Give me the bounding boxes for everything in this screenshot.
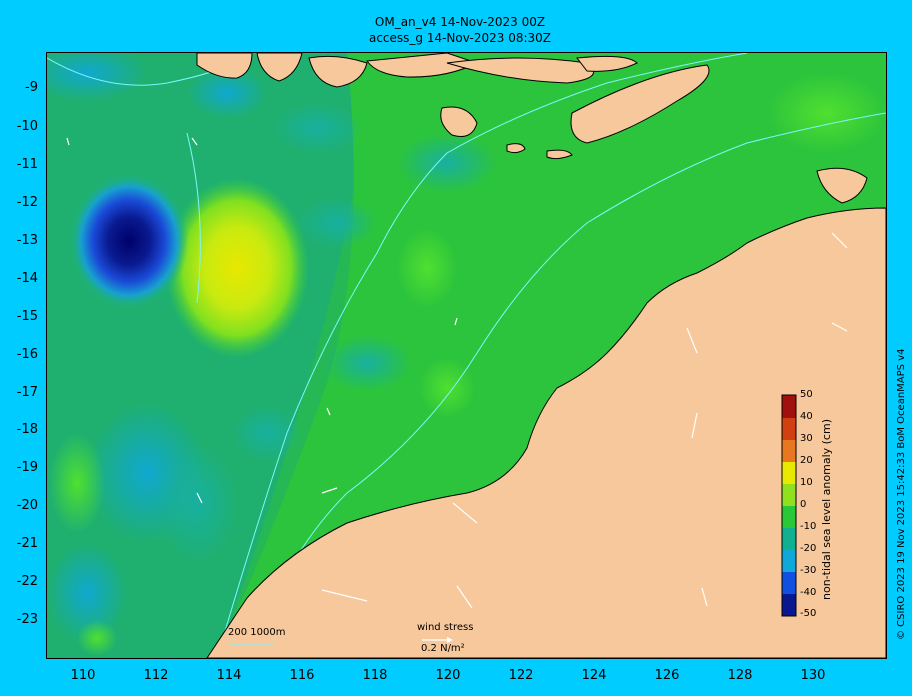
- lon-tick-label: 112: [143, 668, 169, 683]
- teal-anomaly-patch: [297, 198, 377, 248]
- lat-tick-label: -17: [16, 385, 38, 400]
- green-anomaly-patch: [419, 358, 475, 418]
- teal-anomaly-patch: [397, 133, 497, 193]
- lon-tick-label: 128: [727, 668, 753, 683]
- colorbar-tick-label: -20: [800, 543, 817, 554]
- lon-tick-label: 114: [216, 668, 242, 683]
- depth-contour-1000m: [216, 53, 748, 658]
- teal-anomaly-patch: [232, 405, 302, 461]
- colorbar-tick-label: -40: [800, 587, 817, 598]
- teal-anomaly-patch: [272, 103, 362, 153]
- lon-tick-label: 110: [70, 668, 96, 683]
- lat-tick-label: -15: [16, 309, 38, 324]
- cyan-anomaly-patch: [47, 53, 147, 101]
- colorbar-tick-label: 10: [800, 477, 813, 488]
- australia-landmass: [206, 207, 886, 658]
- colorbar-tick-label: -50: [800, 608, 817, 619]
- wind-scale-arrowhead: [447, 637, 453, 643]
- lat-tick-label: -20: [16, 498, 38, 513]
- green-anomaly-patch: [49, 433, 105, 533]
- coastal-island: [816, 167, 868, 204]
- map-plot-area: [46, 52, 887, 659]
- lat-tick-label: -22: [16, 574, 38, 589]
- map-title-line-2: access_g 14-Nov-2023 08:30Z: [368, 31, 552, 45]
- green-anomaly-patch: [77, 620, 117, 656]
- lat-tick-label: -14: [16, 271, 38, 286]
- depth-contour-legend: 200 1000m: [228, 627, 286, 638]
- green-anomaly-patch: [767, 73, 886, 153]
- lat-tick-label: -18: [16, 422, 38, 437]
- depth-contour-200m: [246, 112, 886, 658]
- wind-stress-scale-label: 0.2 N/m²: [421, 643, 465, 654]
- lon-tick-label: 124: [581, 668, 607, 683]
- lat-tick-label: -11: [16, 157, 38, 172]
- teal-anomaly-patch: [322, 335, 412, 391]
- wind-stress-legend-title: wind stress: [417, 622, 474, 633]
- eastern-ocean-zone: [217, 53, 886, 658]
- lon-tick-label: 120: [435, 668, 461, 683]
- depth-contour: [186, 132, 201, 304]
- lat-tick-label: -10: [16, 119, 38, 134]
- low-anomaly-eddy: [69, 173, 189, 309]
- lon-tick-label: 118: [362, 668, 388, 683]
- lon-tick-label: 130: [800, 668, 826, 683]
- lon-tick-label: 116: [289, 668, 315, 683]
- lat-tick-label: -21: [16, 536, 38, 551]
- colorbar-tick-label: -10: [800, 521, 817, 532]
- cyan-anomaly-patch: [187, 68, 267, 118]
- green-anomaly-patch: [397, 228, 457, 308]
- colorbar-title: non-tidal sea level anomaly (cm): [820, 419, 833, 600]
- lat-tick-label: -23: [16, 612, 38, 627]
- sea-level-map: [47, 53, 886, 658]
- map-title-line-1: OM_an_v4 14-Nov-2023 00Z: [374, 15, 546, 29]
- colorbar-tick-label: 20: [800, 455, 813, 466]
- lat-tick-label: -12: [16, 195, 38, 210]
- colorbar-tick-label: 30: [800, 433, 813, 444]
- colorbar-tick-label: -30: [800, 565, 817, 576]
- colorbar-tick-label: 40: [800, 411, 813, 422]
- wind-stress-arrows: [66, 137, 848, 609]
- colorbar-tick-label: 0: [800, 499, 807, 510]
- cyan-anomaly-patch: [47, 543, 127, 643]
- credit-text: © CSIRO 2023 19 Nov 2023 15:42:33 BoM Oc…: [896, 348, 907, 640]
- lat-tick-label: -16: [16, 347, 38, 362]
- lat-tick-label: -13: [16, 233, 38, 248]
- colorbar-tick-label: 50: [800, 389, 813, 400]
- lon-tick-label: 126: [654, 668, 680, 683]
- island-chain: [196, 53, 710, 160]
- high-anomaly-eddy: [165, 178, 309, 358]
- lon-tick-label: 122: [508, 668, 534, 683]
- lat-tick-label: -9: [25, 80, 38, 95]
- lat-tick-label: -19: [16, 460, 38, 475]
- teal-anomaly-patch: [157, 443, 237, 563]
- colorbar: [781, 394, 797, 617]
